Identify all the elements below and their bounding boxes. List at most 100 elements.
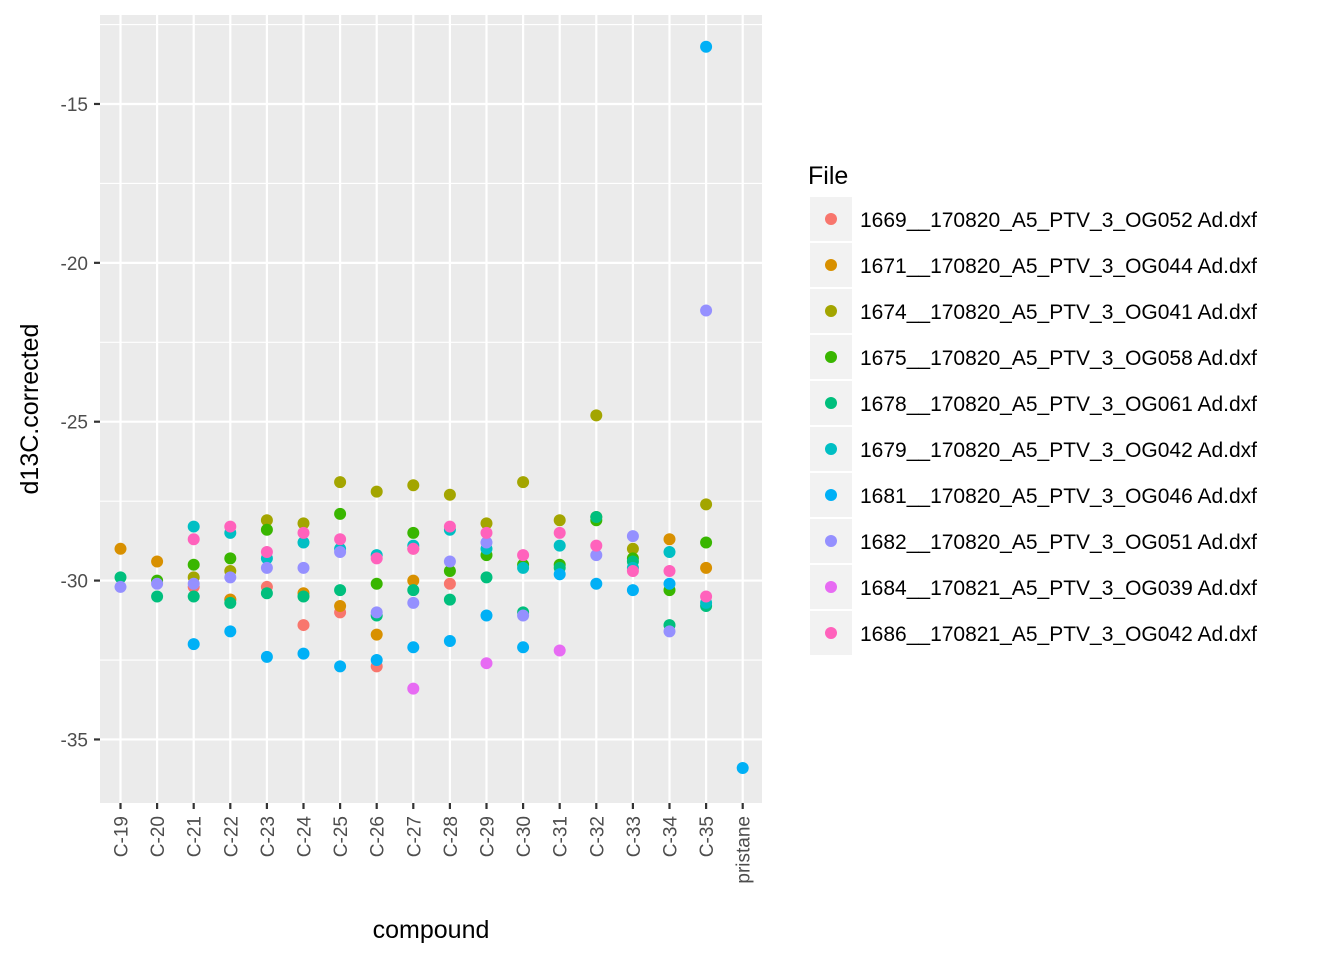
data-point <box>700 536 713 549</box>
data-point <box>626 565 639 578</box>
data-point <box>297 517 310 530</box>
data-point <box>370 628 383 641</box>
legend-item: 1675__170820_A5_PTV_3_OG058 Ad.dxf <box>810 335 1257 379</box>
data-point <box>663 565 676 578</box>
data-point <box>114 571 127 584</box>
x-axis-title: compound <box>373 916 490 944</box>
data-point <box>297 536 310 549</box>
data-point <box>407 479 420 492</box>
data-point <box>407 526 420 539</box>
data-point <box>297 561 310 574</box>
data-point <box>443 555 456 568</box>
legend-symbol <box>825 581 837 593</box>
legend-label: 1671__170820_A5_PTV_3_OG044 Ad.dxf <box>860 255 1257 278</box>
grid-major <box>100 15 762 803</box>
legend-symbol <box>825 259 837 271</box>
data-point <box>517 609 530 622</box>
legend-symbol <box>825 305 837 317</box>
y-tick-label: -20 <box>61 254 88 275</box>
legend-label: 1682__170820_A5_PTV_3_OG051 Ad.dxf <box>860 531 1257 554</box>
data-point <box>480 657 493 670</box>
plot-panel <box>100 15 762 803</box>
data-point <box>151 590 164 603</box>
data-point <box>334 660 347 673</box>
series-points <box>187 40 749 775</box>
series-points <box>187 520 713 603</box>
data-point <box>224 552 237 565</box>
legend-symbol <box>825 627 837 639</box>
series-points <box>114 304 713 638</box>
data-point <box>260 561 273 574</box>
data-point <box>260 650 273 663</box>
data-point <box>224 571 237 584</box>
data-point <box>407 542 420 555</box>
data-point <box>480 517 493 530</box>
data-point <box>187 520 200 533</box>
data-point <box>663 545 676 558</box>
data-point <box>590 539 603 552</box>
data-point <box>334 545 347 558</box>
data-point <box>700 561 713 574</box>
x-tick-label: C-32 <box>587 816 608 857</box>
data-point <box>553 568 566 581</box>
data-point <box>334 533 347 546</box>
data-point <box>370 606 383 619</box>
data-point <box>297 590 310 603</box>
data-point <box>114 580 127 593</box>
data-point <box>151 577 164 590</box>
data-point <box>334 584 347 597</box>
legend-symbol <box>825 489 837 501</box>
legend-label: 1684__170821_A5_PTV_3_OG039 Ad.dxf <box>860 577 1257 600</box>
data-point <box>590 549 603 562</box>
data-point <box>114 542 127 555</box>
data-point <box>224 520 237 533</box>
data-point <box>700 40 713 53</box>
x-tick-label: pristane <box>734 816 755 884</box>
legend-item: 1686__170821_A5_PTV_3_OG042 Ad.dxf <box>810 611 1257 655</box>
data-point <box>517 561 530 574</box>
legend-label: 1675__170820_A5_PTV_3_OG058 Ad.dxf <box>860 347 1257 370</box>
x-tick-label: C-30 <box>514 816 535 857</box>
grid-minor <box>100 23 762 661</box>
data-point <box>260 587 273 600</box>
data-point <box>407 596 420 609</box>
data-point <box>187 558 200 571</box>
data-point <box>370 552 383 565</box>
data-point <box>187 638 200 651</box>
y-axis: -35 -30 -25 -20 -15 <box>61 95 100 751</box>
legend-symbol <box>825 351 837 363</box>
legend-item: 1684__170821_A5_PTV_3_OG039 Ad.dxf <box>810 565 1257 609</box>
legend-title: File <box>808 162 848 190</box>
legend-symbol <box>825 213 837 225</box>
data-point <box>517 549 530 562</box>
y-tick-label: -35 <box>61 730 88 751</box>
data-point <box>626 584 639 597</box>
x-tick-label: C-35 <box>697 816 718 857</box>
data-point <box>626 542 639 555</box>
x-tick-label: C-26 <box>368 816 389 857</box>
data-point <box>187 590 200 603</box>
legend-label: 1679__170820_A5_PTV_3_OG042 Ad.dxf <box>860 439 1257 462</box>
data-point <box>260 523 273 536</box>
x-tick-label: C-22 <box>221 816 242 857</box>
data-point <box>370 485 383 498</box>
data-point <box>407 584 420 597</box>
data-point <box>443 488 456 501</box>
y-axis-title: d13C.corrected <box>16 324 44 495</box>
legend-symbol <box>825 443 837 455</box>
data-point <box>553 644 566 657</box>
x-tick-label: C-29 <box>478 816 499 857</box>
data-point <box>590 511 603 524</box>
legend-item: 1682__170820_A5_PTV_3_OG051 Ad.dxf <box>810 519 1257 563</box>
series-points <box>407 644 566 695</box>
data-point <box>370 577 383 590</box>
data-point <box>224 596 237 609</box>
legend-label: 1686__170821_A5_PTV_3_OG042 Ad.dxf <box>860 623 1257 646</box>
legend-label: 1669__170820_A5_PTV_3_OG052 Ad.dxf <box>860 209 1257 232</box>
data-point <box>334 476 347 489</box>
x-tick-label: C-23 <box>258 816 279 857</box>
data-point <box>297 526 310 539</box>
data-point <box>736 762 749 775</box>
x-tick-label: C-31 <box>551 816 572 857</box>
